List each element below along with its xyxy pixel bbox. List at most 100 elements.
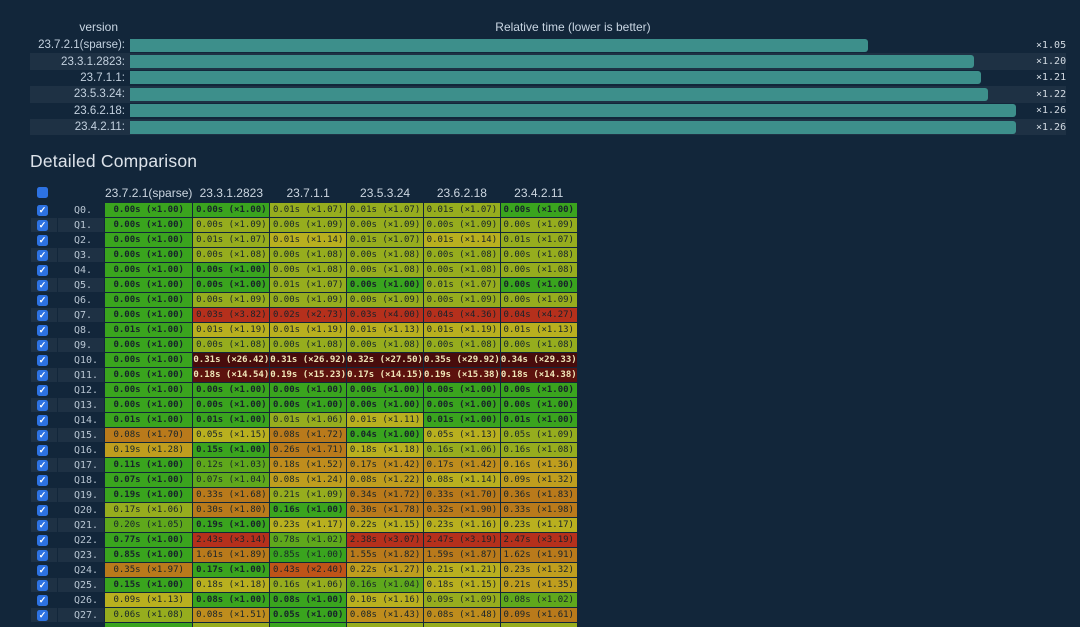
- query-checkbox[interactable]: ✓: [37, 234, 48, 246]
- row-checkbox-cell: ✓: [31, 473, 57, 487]
- result-cell: 0.00s (×1.09): [423, 293, 500, 308]
- query-label: Q9.: [58, 338, 104, 353]
- query-checkbox[interactable]: ✓: [37, 309, 48, 321]
- query-checkbox[interactable]: ✓: [37, 294, 48, 306]
- query-checkbox[interactable]: ✓: [37, 579, 48, 591]
- row-checkbox-cell: ✓: [31, 503, 57, 517]
- row-checkbox-cell: ✓: [31, 488, 57, 503]
- query-checkbox[interactable]: ✓: [37, 444, 48, 456]
- version-bar-chart-rows: 23.7.2.1(sparse): ×1.05 23.3.1.2823: ×1.20 2…: [0, 37, 1080, 136]
- query-checkbox[interactable]: ✓: [37, 324, 48, 336]
- query-checkbox[interactable]: ✓: [37, 504, 48, 516]
- result-cell: 0.02s (×2.73): [270, 308, 347, 323]
- result-cell: 0.01s (×1.14): [423, 233, 500, 248]
- result-cell: 0.00s (×1.00): [193, 263, 270, 278]
- row-checkbox-cell: ✓: [31, 608, 57, 623]
- select-all-checkbox[interactable]: [37, 187, 48, 199]
- result-cell: 0.01s (×1.00): [500, 413, 577, 428]
- result-cell: 0.00s (×1.00): [105, 383, 193, 398]
- result-cell: 0.01s (×1.13): [500, 323, 577, 338]
- version-bar-chart: version Relative time (lower is better) …: [0, 0, 1080, 136]
- query-checkbox[interactable]: ✓: [37, 474, 48, 486]
- query-checkbox[interactable]: ✓: [37, 429, 48, 441]
- query-checkbox[interactable]: ✓: [37, 219, 48, 231]
- result-cell: 0.00s (×1.08): [423, 248, 500, 263]
- result-cell: 0.21s (×1.21): [423, 563, 500, 578]
- result-cell: 0.00s (×1.08): [347, 338, 423, 353]
- query-label: [58, 623, 104, 627]
- row-checkbox-cell: ✓: [31, 533, 57, 547]
- result-cell: 0.01s (×1.07): [423, 278, 500, 293]
- table-row: ✓ Q14. 0.01s (×1.00) 0.01s (×1.00) 0.01s (×1…: [31, 413, 577, 428]
- result-cell: 2.38s (×3.07): [347, 533, 423, 548]
- result-cell: 0.08s (×1.22): [347, 473, 423, 488]
- table-row: ✓ Q2. 0.00s (×1.00) 0.01s (×1.07) 0.01s (×1.…: [31, 233, 577, 248]
- result-cell: 0.17s (×1.00): [193, 563, 270, 578]
- result-cell: 0.00s (×1.09): [347, 218, 423, 233]
- query-checkbox[interactable]: ✓: [37, 564, 48, 576]
- query-checkbox[interactable]: ✓: [37, 609, 48, 621]
- query-checkbox[interactable]: ✓: [37, 534, 48, 546]
- result-cell: 2.47s (×3.19): [500, 533, 577, 548]
- query-checkbox[interactable]: ✓: [37, 264, 48, 276]
- query-checkbox[interactable]: ✓: [37, 369, 48, 381]
- result-cell: 0.15s (×1.00): [193, 443, 270, 458]
- query-checkbox[interactable]: ✓: [37, 249, 48, 261]
- query-checkbox[interactable]: ✓: [37, 339, 48, 351]
- query-checkbox[interactable]: ✓: [37, 279, 48, 291]
- row-checkbox-cell: ✓: [31, 383, 57, 397]
- query-checkbox[interactable]: ✓: [37, 399, 48, 411]
- row-checkbox-cell: ✓: [31, 428, 57, 443]
- result-cell: 0.00s (×1.00): [347, 398, 423, 413]
- result-cell: 0.00s (×1.08): [500, 263, 577, 278]
- result-cell: 0.01s (×1.07): [423, 203, 500, 218]
- query-checkbox[interactable]: ✓: [37, 384, 48, 396]
- query-label: Q8.: [74, 324, 93, 336]
- header-checkbox-cell: [31, 183, 57, 202]
- table-row: ✓ Q8. 0.01s (×1.00) 0.01s (×1.19) 0.01s (×1.…: [31, 323, 577, 338]
- query-checkbox[interactable]: ✓: [37, 489, 48, 501]
- result-cell: 0.18s (×14.54): [193, 368, 270, 383]
- result-cell: 0.01s (×1.07): [270, 278, 347, 293]
- result-cell: 0.01s (×1.19): [270, 323, 347, 338]
- query-checkbox[interactable]: ✓: [37, 459, 48, 471]
- result-cell: 0.23s (×1.17): [270, 518, 347, 533]
- result-cell: 0.20s (×1.05): [105, 518, 193, 533]
- query-checkbox[interactable]: ✓: [37, 354, 48, 366]
- result-cell: 0.03s (×4.00): [347, 308, 423, 323]
- row-checkbox-cell: ✓: [31, 518, 57, 533]
- column-header: 23.3.1.2823: [199, 185, 264, 200]
- result-cell-cutoff: [423, 623, 500, 627]
- column-header: 23.5.3.24: [360, 185, 411, 200]
- result-cell: 0.01s (×1.19): [193, 323, 270, 338]
- result-cell: 0.05s (×1.13): [423, 428, 500, 443]
- query-checkbox[interactable]: ✓: [37, 549, 48, 561]
- result-cell: 0.04s (×4.27): [500, 308, 577, 323]
- row-checkbox-cell: ✓: [31, 323, 57, 337]
- result-cell: 0.01s (×1.07): [193, 233, 270, 248]
- row-checkbox-cell: ✓: [31, 248, 57, 263]
- row-checkbox-cell: ✓: [31, 353, 57, 367]
- query-checkbox[interactable]: ✓: [37, 204, 48, 216]
- bar-chart-header: version Relative time (lower is better): [0, 16, 1080, 37]
- result-cell: 0.36s (×1.83): [500, 488, 577, 503]
- bar-value-label: ×1.20: [1036, 56, 1067, 68]
- query-label: Q10.: [74, 354, 99, 366]
- result-cell: 0.17s (×14.15): [347, 368, 423, 383]
- result-cell-cutoff: [500, 623, 577, 627]
- result-cell: 0.21s (×1.09): [270, 488, 347, 503]
- result-cell: 0.34s (×29.33): [500, 353, 577, 368]
- query-checkbox[interactable]: ✓: [37, 414, 48, 426]
- result-cell: 0.00s (×1.00): [423, 398, 500, 413]
- result-cell: 0.01s (×1.07): [347, 233, 423, 248]
- query-checkbox[interactable]: ✓: [37, 594, 48, 606]
- query-checkbox[interactable]: ✓: [37, 519, 48, 531]
- result-cell: 0.32s (×1.90): [423, 503, 500, 518]
- result-cell: 0.09s (×1.13): [105, 593, 193, 608]
- result-cell: 0.00s (×1.09): [193, 218, 270, 233]
- result-cell: 0.19s (×15.23): [270, 368, 347, 383]
- result-cell: 0.08s (×1.43): [347, 608, 423, 623]
- result-cell: 2.43s (×3.14): [193, 533, 270, 548]
- row-checkbox-cell: ✓: [31, 293, 57, 307]
- result-cell: 0.00s (×1.09): [423, 218, 500, 233]
